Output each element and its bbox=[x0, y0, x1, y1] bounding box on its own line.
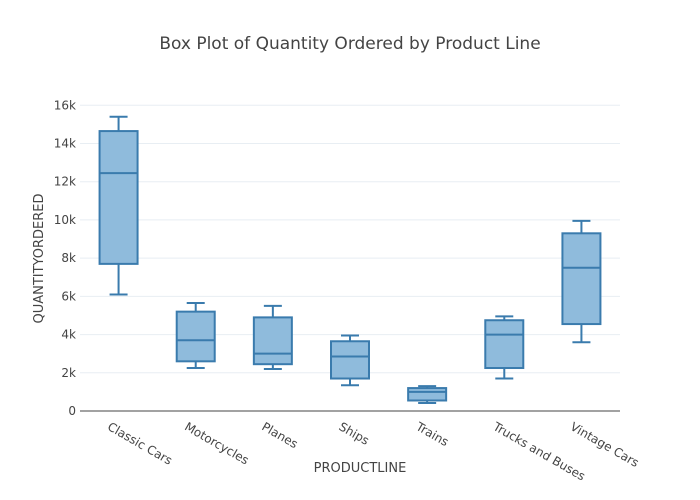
box-iqr bbox=[98, 130, 139, 265]
y-tick-label: 0 bbox=[68, 404, 76, 418]
box-iqr bbox=[252, 316, 293, 366]
y-tick-label: 8k bbox=[61, 251, 76, 265]
y-tick-label: 6k bbox=[61, 289, 76, 303]
x-tick-label: Trains bbox=[413, 419, 451, 449]
x-tick-label: Ships bbox=[337, 419, 372, 447]
x-axis-title: PRODUCTLINE bbox=[314, 461, 407, 476]
y-tick-label: 12k bbox=[54, 175, 76, 189]
y-tick-label: 2k bbox=[61, 366, 76, 380]
y-tick-label: 16k bbox=[54, 98, 76, 112]
x-tick-label: Vintage Cars bbox=[568, 419, 641, 469]
box-iqr bbox=[561, 232, 602, 326]
x-tick-label: Classic Cars bbox=[105, 419, 175, 467]
y-tick-label: 14k bbox=[54, 137, 76, 151]
chart-title: Box Plot of Quantity Ordered by Product … bbox=[159, 34, 541, 54]
y-tick-label: 10k bbox=[54, 213, 76, 227]
box-iqr bbox=[175, 310, 216, 363]
box-iqr bbox=[407, 387, 448, 402]
y-tick-label: 4k bbox=[61, 328, 76, 342]
y-axis-title: QUANTITYORDERED bbox=[32, 193, 47, 323]
box-iqr bbox=[484, 319, 525, 370]
x-tick-label: Planes bbox=[259, 419, 300, 451]
x-tick-label: Motorcycles bbox=[182, 419, 251, 467]
box-iqr bbox=[330, 340, 370, 380]
